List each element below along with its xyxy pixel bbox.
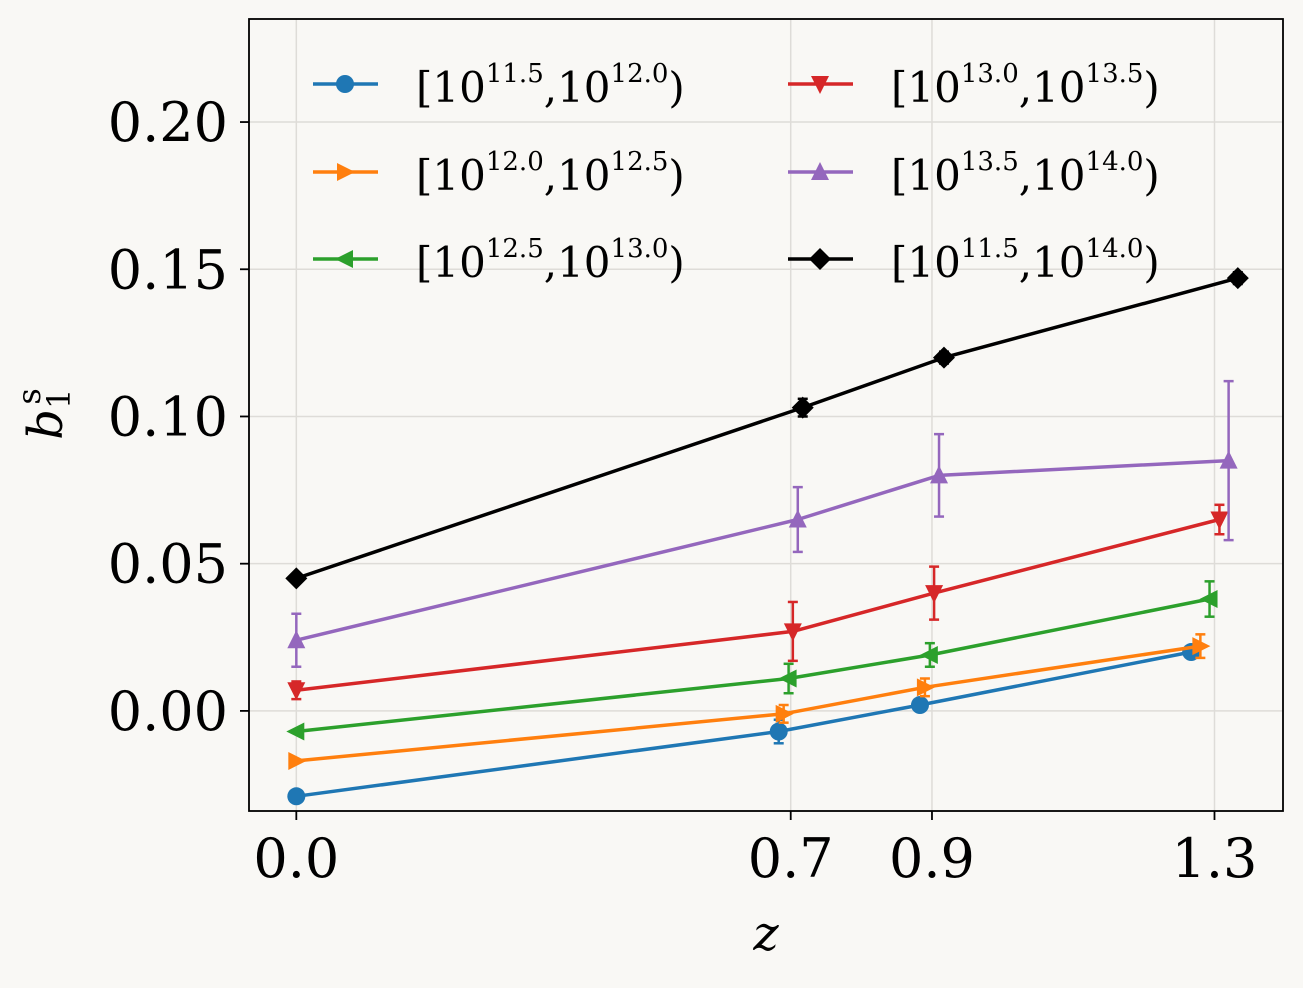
legend-item-3: [1012.5,1013.0)	[313, 234, 685, 287]
y-axis-label: b1s	[10, 388, 78, 440]
series-line	[296, 517, 1220, 693]
data-point	[1210, 511, 1229, 530]
series-line	[295, 276, 1239, 581]
legend: [1011.5,1012.0) [1012.0,1012.5) [1012.5,10…	[313, 59, 1160, 287]
legend-label: [1013.0,1013.5)	[891, 59, 1160, 112]
x-tick-label: 0.0	[253, 827, 339, 890]
y-tick-label: 0.00	[108, 680, 228, 743]
data-point	[791, 396, 814, 419]
y-axis-label-sup: s	[10, 388, 48, 404]
series-3	[286, 580, 1218, 741]
plot-area	[249, 19, 1283, 811]
y-tick-label: 0.10	[108, 385, 228, 448]
data-point	[788, 509, 807, 528]
data-point	[910, 696, 929, 715]
legend-marker	[337, 163, 355, 181]
data-point	[288, 751, 307, 770]
x-axis-ticks: 0.0 0.7 0.9 1.3	[253, 811, 1257, 890]
data-point	[925, 585, 944, 604]
data-point	[287, 630, 306, 649]
legend-label: [1013.5,1014.0)	[891, 147, 1160, 200]
legend-item-1: [1011.5,1012.0)	[313, 59, 685, 112]
data-point	[1192, 637, 1211, 656]
y-tick-label: 0.20	[108, 91, 228, 154]
data-point	[1226, 267, 1249, 290]
x-tick-label: 0.7	[748, 827, 834, 890]
x-tick-label: 0.9	[889, 827, 975, 890]
data-point	[1219, 450, 1238, 469]
data-point	[778, 669, 797, 688]
series-line	[296, 650, 1192, 799]
series-2	[288, 633, 1211, 770]
y-axis-label-sub: 1	[40, 389, 78, 409]
legend-item-5: [1013.5,1014.0)	[788, 147, 1160, 200]
y-axis-label-base: b	[18, 409, 74, 440]
series-4	[287, 503, 1229, 701]
data-point	[783, 623, 802, 642]
data-point	[932, 346, 955, 369]
series-line	[296, 644, 1201, 763]
legend-marker	[335, 250, 353, 268]
plot-frame	[248, 18, 1284, 812]
data-point	[286, 722, 305, 741]
data-point	[930, 465, 949, 484]
legend-item-2: [1012.0,1012.5)	[313, 147, 685, 200]
data-point	[769, 722, 788, 741]
series-line	[295, 458, 1229, 642]
series-5	[287, 379, 1238, 668]
data-point	[285, 567, 308, 590]
series-line	[296, 597, 1210, 734]
data-point	[287, 787, 306, 806]
legend-marker	[811, 162, 829, 180]
legend-marker	[336, 75, 354, 93]
y-tick-label: 0.05	[108, 533, 228, 596]
x-tick-label: 1.3	[1172, 827, 1258, 890]
data-point	[1199, 590, 1218, 609]
legend-label: [1012.0,1012.5)	[416, 147, 685, 200]
legend-item-6: [1011.5,1014.0)	[788, 234, 1160, 287]
legend-label: [1011.5,1012.0)	[416, 59, 685, 112]
legend-label: [1011.5,1014.0)	[891, 234, 1160, 287]
data-point	[775, 704, 794, 723]
legend-label: [1012.5,1013.0)	[416, 234, 685, 287]
data-point	[919, 645, 938, 664]
svg-text:b1s: b1s	[10, 388, 78, 440]
data-point	[287, 682, 306, 701]
data-point	[916, 678, 935, 697]
series-layer	[285, 267, 1249, 806]
legend-marker	[809, 248, 831, 270]
grid	[249, 19, 1283, 811]
legend-marker	[811, 76, 829, 94]
legend-item-4: [1013.0,1013.5)	[788, 59, 1160, 112]
y-axis-ticks: 0.00 0.05 0.10 0.15 0.20	[108, 91, 249, 743]
series-6	[285, 267, 1249, 590]
x-axis-label: z	[752, 906, 779, 962]
y-tick-label: 0.15	[108, 238, 228, 301]
